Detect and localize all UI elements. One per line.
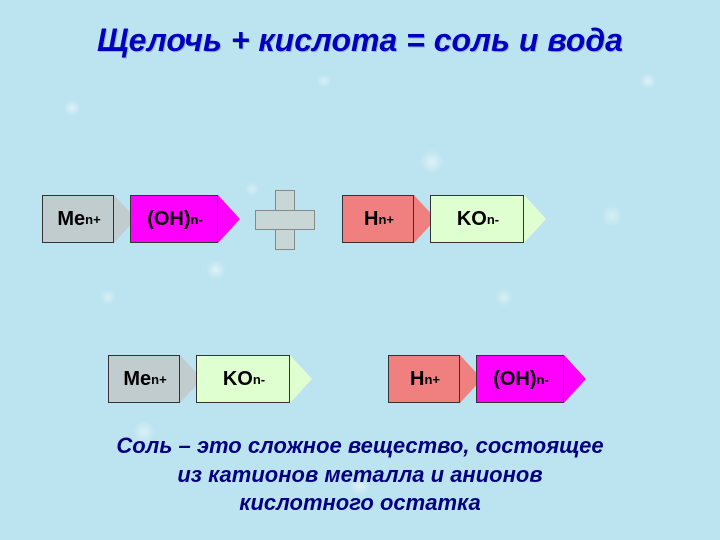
- tag-arrow-icon: [290, 355, 312, 403]
- definition-text: Соль – это сложное вещество, состоящее и…: [0, 432, 720, 518]
- tag-arrow-icon: [524, 195, 546, 243]
- tag-label: (OH)n-: [476, 355, 564, 403]
- definition-line: Соль – это сложное вещество, состоящее: [40, 432, 680, 461]
- page-title: Щелочь + кислота = соль и вода: [0, 0, 720, 59]
- tag-label: Hn+: [388, 355, 460, 403]
- tag-label: Hn+: [342, 195, 414, 243]
- tag-label: KOn-: [196, 355, 290, 403]
- h-tag-2: Hn+: [388, 355, 482, 403]
- oh-tag: (OH)n-: [130, 195, 240, 243]
- tag-label: KOn-: [430, 195, 524, 243]
- tag-arrow-icon: [564, 355, 586, 403]
- h-tag: Hn+: [342, 195, 436, 243]
- tag-label: Men+: [42, 195, 114, 243]
- tag-arrow-icon: [218, 195, 240, 243]
- definition-line: кислотного остатка: [40, 489, 680, 518]
- tag-label: Men+: [108, 355, 180, 403]
- ko-tag-2: KOn-: [196, 355, 312, 403]
- ko-tag: KOn-: [430, 195, 546, 243]
- plus-icon: [255, 190, 313, 248]
- oh-tag-2: (OH)n-: [476, 355, 586, 403]
- definition-line: из катионов металла и анионов: [40, 461, 680, 490]
- metal-tag: Men+: [42, 195, 136, 243]
- metal-tag-2: Men+: [108, 355, 202, 403]
- tag-label: (OH)n-: [130, 195, 218, 243]
